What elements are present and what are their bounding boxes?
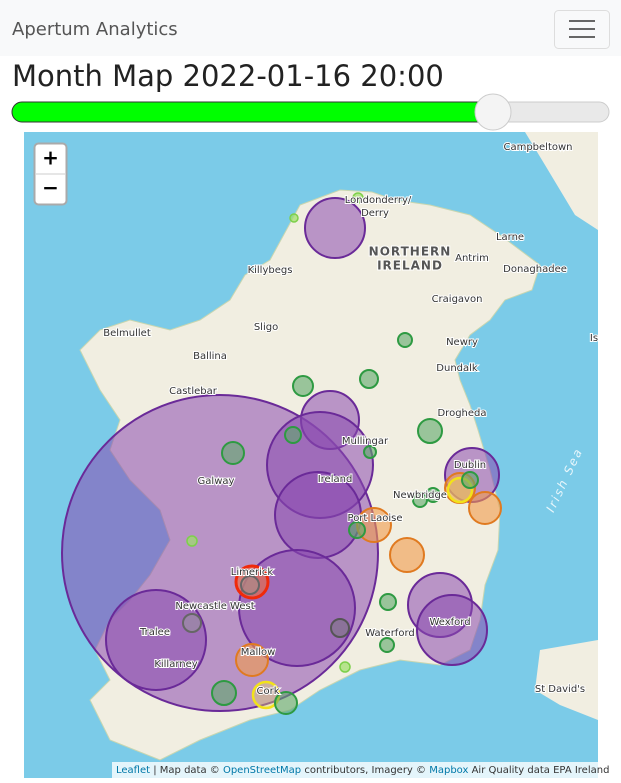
place-label: Killybegs — [248, 265, 293, 276]
place-label: Derry — [361, 208, 389, 219]
place-label: Larne — [496, 232, 524, 243]
place-label: Newry — [446, 337, 478, 348]
menu-button[interactable] — [554, 10, 610, 49]
place-label: Mallow — [241, 647, 276, 658]
place-label: Dundalk — [436, 363, 478, 374]
land-scotland — [525, 132, 598, 230]
osm-link[interactable]: OpenStreetMap — [223, 765, 301, 776]
place-label: Londonderry/ — [345, 195, 412, 206]
place-label: Campbeltown — [503, 142, 572, 153]
place-label: Port Laoise — [348, 513, 403, 524]
leaflet-link[interactable]: Leaflet — [116, 765, 150, 776]
region-label: NORTHERN — [369, 245, 452, 259]
place-label: Newbridge — [393, 490, 447, 501]
place-label: Antrim — [455, 253, 489, 264]
attribution-text: contributors, Imagery © — [301, 765, 429, 776]
zoom-control: + − — [33, 142, 68, 206]
navbar — [0, 0, 621, 56]
time-slider[interactable] — [11, 93, 610, 131]
place-labels: Campbeltown Londonderry/ Derry NORTHERN … — [102, 141, 599, 698]
page-title: Month Map 2022-01-16 20:00 — [12, 59, 444, 93]
place-label: Cork — [256, 686, 279, 697]
place-label: Mullingar — [342, 436, 389, 447]
place-label: Sligo — [254, 322, 278, 333]
place-label: Belmullet — [103, 328, 151, 339]
place-label: Waterford — [365, 628, 414, 639]
place-label: Newcastle West — [175, 601, 254, 612]
place-label: Wexford — [429, 617, 470, 628]
zoom-in[interactable]: + — [42, 146, 59, 170]
place-label: Craigavon — [432, 294, 483, 305]
zoom-out[interactable]: − — [42, 176, 59, 200]
place-label: St David's — [535, 684, 585, 695]
place-label: Dublin — [454, 460, 486, 471]
place-label: Castlebar — [169, 386, 218, 397]
attribution-bg — [112, 762, 598, 778]
place-label: Is — [590, 333, 598, 344]
place-label: Galway — [198, 476, 235, 487]
air-quality-circles — [61, 192, 502, 715]
attribution-text: | Map data © — [150, 765, 223, 776]
region-label: IRELAND — [377, 259, 443, 273]
place-label: Ballina — [193, 351, 227, 362]
attribution-text: Air Quality data EPA Ireland — [468, 765, 609, 776]
attribution: Leaflet | Map data © OpenStreetMap contr… — [116, 765, 609, 776]
brand[interactable]: Apertum Analytics — [12, 19, 178, 40]
mapbox-link[interactable]: Mapbox — [429, 765, 468, 776]
land-wales — [535, 640, 598, 720]
place-label: Killarney — [154, 659, 197, 670]
place-label: Drogheda — [437, 408, 486, 419]
place-label: Donaghadee — [503, 264, 567, 275]
map[interactable]: Campbeltown Londonderry/ Derry NORTHERN … — [24, 132, 609, 778]
country-label: Ireland — [318, 474, 353, 485]
place-label: Tralee — [139, 627, 170, 638]
place-label: Limerick — [231, 567, 274, 578]
